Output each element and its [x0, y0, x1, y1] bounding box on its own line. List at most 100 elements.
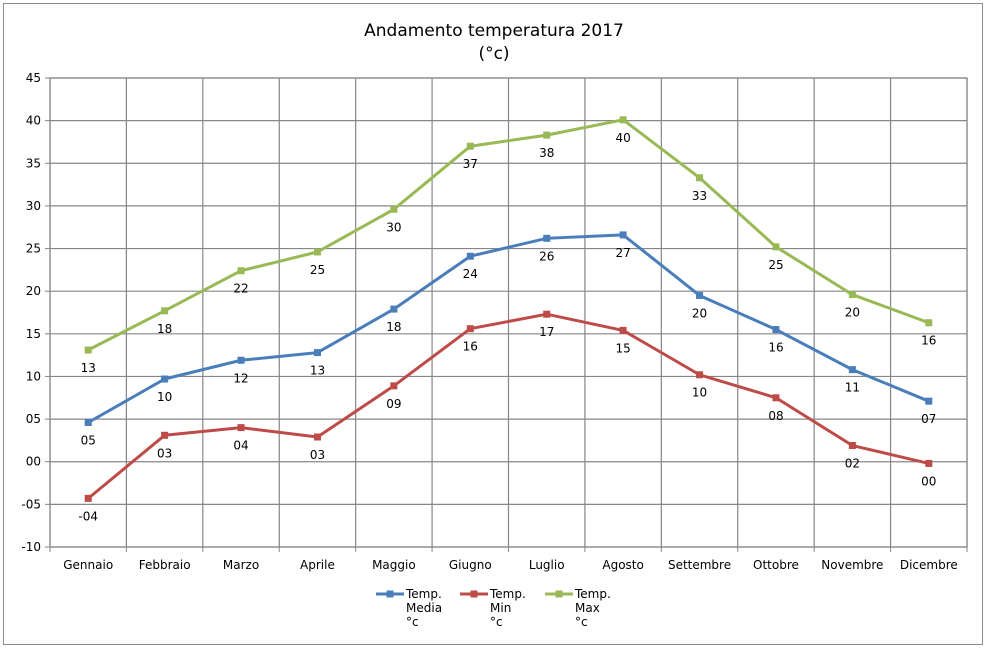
data-label: 07 [921, 412, 936, 426]
data-point [848, 366, 856, 374]
data-point [772, 326, 780, 334]
x-tick-label: Settembre [668, 558, 731, 572]
temperature-chart: Andamento temperatura 2017 (°c) -10 -05 00… [21, 21, 968, 629]
y-tick-label: 40 [26, 114, 41, 128]
data-label: 18 [386, 320, 401, 334]
data-label: 40 [615, 131, 630, 145]
data-point [543, 310, 551, 318]
data-point [848, 442, 856, 450]
legend-label: Min [490, 601, 511, 615]
legend-entry-2: Temp.Max°c [545, 587, 611, 629]
legend-label: Max [575, 601, 600, 615]
data-label: 09 [386, 397, 401, 411]
x-tick-label: Maggio [372, 558, 416, 572]
data-label: 15 [615, 341, 630, 355]
y-tick-label: 35 [26, 156, 41, 170]
chart-subtitle: (°c) [478, 44, 509, 64]
data-point [466, 142, 474, 150]
data-point [772, 394, 780, 402]
data-point [237, 267, 245, 275]
legend-label: °c [490, 615, 503, 629]
legend-label: °c [406, 615, 419, 629]
data-label: 17 [539, 325, 554, 339]
y-tick-label: 05 [26, 412, 41, 426]
data-label: 30 [386, 220, 401, 234]
x-tick-label: Novembre [821, 558, 883, 572]
legend-entry-1: Temp.Min°c [460, 587, 526, 629]
chart-frame: Andamento temperatura 2017 (°c) -10 -05 00… [3, 3, 983, 645]
data-label: 03 [157, 446, 172, 460]
legend-marker [470, 590, 478, 598]
data-label: 13 [310, 364, 325, 378]
series-line [87, 312, 930, 500]
y-axis-ticks: -10 -05 00 05 10 15 20 25 30 35 40 45 [21, 71, 41, 554]
plot-grid [45, 77, 968, 552]
data-label: 27 [615, 246, 630, 260]
legend-label: Temp. [405, 587, 442, 601]
data-point [313, 248, 321, 256]
data-label: 25 [768, 258, 783, 272]
data-point [84, 494, 92, 502]
x-tick-label: Aprile [300, 558, 335, 572]
x-tick-label: Marzo [223, 558, 259, 572]
data-point [237, 424, 245, 432]
y-tick-label: 25 [26, 242, 41, 256]
data-label: 33 [692, 189, 707, 203]
y-tick-label: 15 [26, 327, 41, 341]
data-label: 05 [81, 434, 96, 448]
data-point [84, 419, 92, 427]
data-point [390, 205, 398, 213]
data-label: 00 [921, 474, 936, 488]
data-point [848, 291, 856, 299]
data-label: 13 [81, 361, 96, 375]
data-label: 08 [768, 409, 783, 423]
data-point [696, 174, 704, 182]
data-label: 11 [845, 381, 860, 395]
data-point [313, 349, 321, 357]
data-label: 16 [463, 340, 478, 354]
data-label: 03 [310, 448, 325, 462]
data-label: 16 [921, 334, 936, 348]
y-tick-label: 20 [26, 284, 41, 298]
data-point [161, 375, 169, 383]
data-point [543, 131, 551, 139]
series-line [87, 233, 930, 424]
data-label: 20 [845, 306, 860, 320]
data-point [925, 319, 933, 327]
data-label: 12 [233, 371, 248, 385]
y-tick-label: 45 [26, 71, 41, 85]
y-tick-label: 00 [26, 455, 41, 469]
data-label: 16 [768, 341, 783, 355]
data-point [466, 252, 474, 260]
x-tick-label: Gennaio [63, 558, 113, 572]
data-label: -04 [78, 509, 98, 523]
y-tick-label: 10 [26, 369, 41, 383]
data-label: 04 [233, 439, 248, 453]
chart-title: Andamento temperatura 2017 [364, 21, 624, 41]
x-tick-label: Agosto [602, 558, 643, 572]
data-point [772, 243, 780, 251]
data-point [925, 397, 933, 405]
legend-label: Temp. [574, 587, 611, 601]
data-point [619, 326, 627, 334]
data-point [161, 307, 169, 315]
y-tick-label: -10 [21, 540, 41, 554]
x-tick-label: Giugno [449, 558, 492, 572]
data-label: 10 [157, 390, 172, 404]
data-point [237, 356, 245, 364]
legend-label: Temp. [489, 587, 526, 601]
data-point [313, 433, 321, 441]
data-label: 38 [539, 146, 554, 160]
legend-marker [386, 590, 394, 598]
data-label: 25 [310, 263, 325, 277]
data-point [543, 234, 551, 242]
data-label: 02 [845, 457, 860, 471]
x-tick-label: Febbraio [139, 558, 191, 572]
y-tick-label: -05 [21, 497, 41, 511]
series-1: -04 03 04 03 09 16 17 15 10 08 02 00 [78, 310, 936, 523]
data-label: 22 [233, 282, 248, 296]
data-label: 18 [157, 322, 172, 336]
data-point [696, 291, 704, 299]
x-tick-label: Dicembre [900, 558, 958, 572]
